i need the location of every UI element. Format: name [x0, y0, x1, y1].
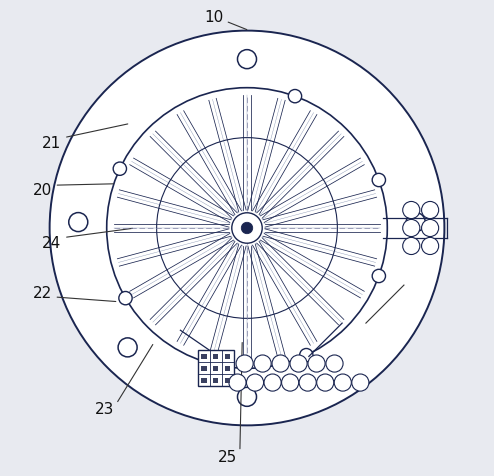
Circle shape [232, 213, 262, 244]
Bar [201, 366, 206, 371]
Circle shape [421, 220, 439, 237]
Circle shape [317, 374, 334, 391]
Circle shape [241, 223, 253, 234]
Text: 22: 22 [33, 285, 52, 300]
Circle shape [238, 387, 256, 407]
Circle shape [229, 374, 246, 391]
Bar [213, 366, 218, 371]
Circle shape [69, 213, 88, 232]
Circle shape [247, 374, 264, 391]
Circle shape [403, 202, 420, 219]
Circle shape [107, 89, 387, 368]
Circle shape [264, 374, 281, 391]
Text: 23: 23 [95, 401, 114, 416]
Bar [201, 354, 206, 360]
Circle shape [113, 163, 126, 176]
Bar [213, 354, 218, 360]
Circle shape [238, 50, 256, 69]
Circle shape [372, 174, 385, 187]
Circle shape [421, 238, 439, 255]
Text: 20: 20 [33, 183, 52, 198]
Bar [225, 354, 230, 360]
Circle shape [403, 238, 420, 255]
Circle shape [421, 202, 439, 219]
Circle shape [119, 292, 132, 305]
Circle shape [300, 349, 313, 362]
Circle shape [403, 220, 420, 237]
Circle shape [308, 355, 325, 372]
Circle shape [49, 31, 445, 426]
Circle shape [254, 355, 271, 372]
Circle shape [288, 90, 302, 104]
Circle shape [118, 338, 137, 357]
Bar [198, 351, 234, 387]
Bar [201, 378, 206, 383]
Bar [225, 366, 230, 371]
Bar [213, 378, 218, 383]
Circle shape [282, 374, 299, 391]
Circle shape [352, 374, 369, 391]
Circle shape [406, 213, 425, 232]
Text: 21: 21 [42, 136, 62, 150]
Text: 10: 10 [204, 10, 223, 25]
Circle shape [272, 355, 289, 372]
Circle shape [326, 355, 343, 372]
Circle shape [299, 374, 316, 391]
Bar [225, 378, 230, 383]
Circle shape [372, 270, 385, 283]
Text: 24: 24 [42, 235, 62, 250]
Circle shape [334, 374, 351, 391]
Circle shape [290, 355, 307, 372]
Circle shape [236, 355, 253, 372]
Text: 25: 25 [218, 449, 238, 464]
